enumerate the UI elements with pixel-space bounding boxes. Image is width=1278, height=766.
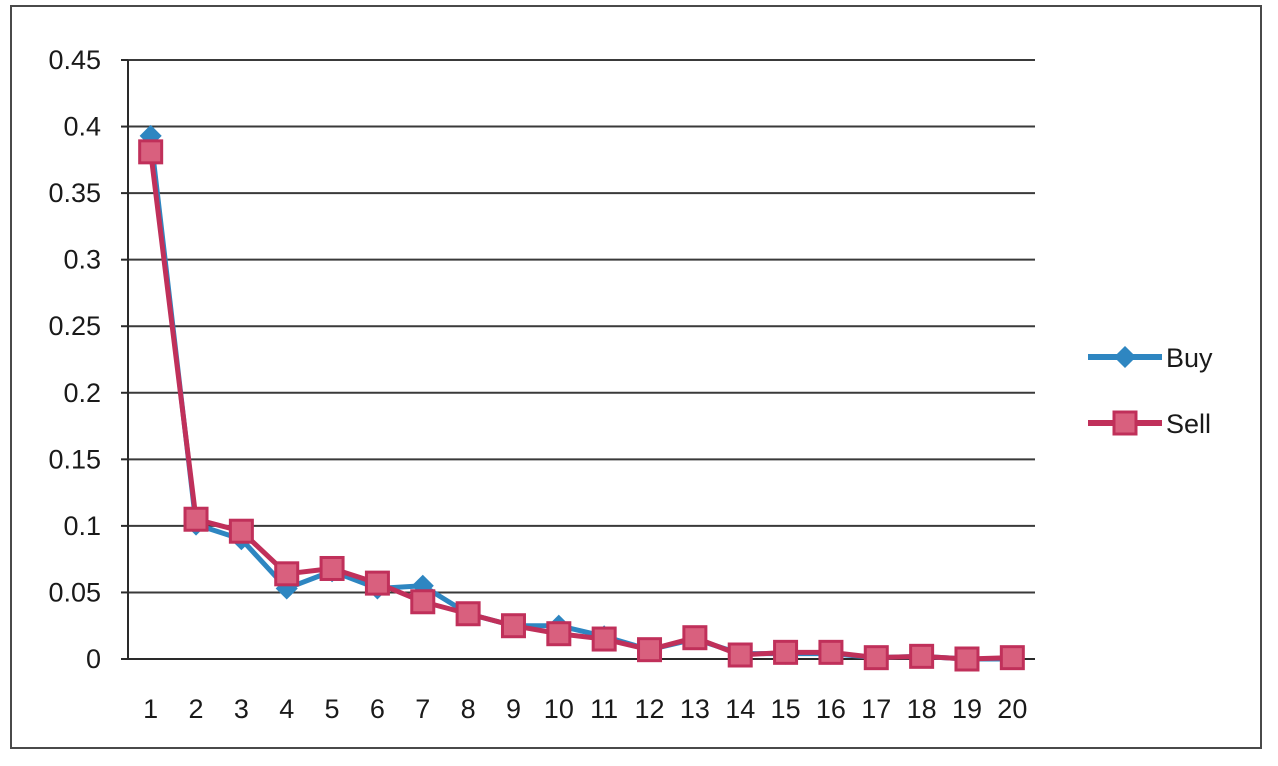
- data-point-sell: [183, 506, 209, 532]
- legend-marker-buy: [1113, 345, 1137, 369]
- x-tick-label: 14: [725, 694, 755, 724]
- x-tick-label: 19: [952, 694, 982, 724]
- data-point-sell: [682, 625, 708, 651]
- x-tick-labels: 1 2 3 4 5 6 7 8 9 10 11 12 13 14 15 16 17 18 19 20: [143, 694, 1027, 724]
- gridlines: [128, 59, 1035, 594]
- data-point-sell: [138, 139, 164, 165]
- x-tick-label: 16: [816, 694, 846, 724]
- series-buy: [139, 124, 1024, 671]
- x-tick-label: 1: [143, 694, 158, 724]
- x-tick-label: 13: [680, 694, 710, 724]
- x-tick-label: 7: [415, 694, 430, 724]
- series-sell: [138, 139, 1025, 672]
- x-tick-label: 9: [506, 694, 521, 724]
- data-point-sell: [591, 626, 617, 652]
- data-point-sell: [637, 637, 663, 663]
- y-tick-label: 0.45: [48, 45, 101, 75]
- y-tick-label: 0: [86, 644, 101, 674]
- data-point-sell: [818, 639, 844, 665]
- y-tick-label: 0.2: [63, 378, 101, 408]
- y-tick-label: 0.25: [48, 311, 101, 341]
- x-tick-label: 3: [234, 694, 249, 724]
- y-tick-label: 0.35: [48, 178, 101, 208]
- axes: [121, 59, 1035, 660]
- data-point-sell: [727, 642, 753, 668]
- legend: Buy Sell: [1088, 343, 1213, 439]
- y-tick-labels: 0 0.05 0.1 0.15 0.2 0.25 0.3 0.35 0.4 0.45: [48, 45, 101, 674]
- data-point-sell: [546, 621, 572, 647]
- y-tick-label: 0.3: [63, 245, 101, 275]
- x-tick-label: 15: [771, 694, 801, 724]
- y-tick-label: 0.1: [63, 511, 101, 541]
- data-point-sell: [999, 645, 1025, 671]
- chart-frame: [10, 5, 1262, 749]
- data-point-sell: [954, 646, 980, 672]
- x-tick-label: 10: [544, 694, 574, 724]
- data-point-sell: [863, 645, 889, 671]
- legend-label-buy: Buy: [1166, 343, 1213, 373]
- x-tick-label: 11: [590, 694, 618, 724]
- data-point-sell: [909, 643, 935, 669]
- y-tick-label: 0.4: [63, 112, 101, 142]
- x-tick-label: 4: [279, 694, 294, 724]
- series: [138, 124, 1025, 672]
- x-tick-label: 2: [189, 694, 204, 724]
- data-point-sell: [410, 589, 436, 615]
- x-tick-label: 20: [997, 694, 1027, 724]
- x-tick-label: 17: [861, 694, 891, 724]
- legend-marker-sell: [1112, 410, 1138, 436]
- data-point-sell: [319, 555, 345, 581]
- data-point-sell: [500, 613, 526, 639]
- y-tick-label: 0.15: [48, 444, 101, 474]
- data-point-sell: [455, 601, 481, 627]
- x-tick-label: 5: [325, 694, 340, 724]
- x-tick-label: 12: [635, 694, 665, 724]
- data-point-sell: [364, 570, 390, 596]
- x-tick-label: 8: [461, 694, 476, 724]
- y-tick-label: 0.05: [48, 577, 101, 607]
- legend-label-sell: Sell: [1166, 409, 1211, 439]
- x-tick-label: 18: [907, 694, 937, 724]
- data-point-sell: [274, 561, 300, 587]
- data-point-sell: [773, 639, 799, 665]
- data-point-sell: [228, 518, 254, 544]
- x-tick-label: 6: [370, 694, 385, 724]
